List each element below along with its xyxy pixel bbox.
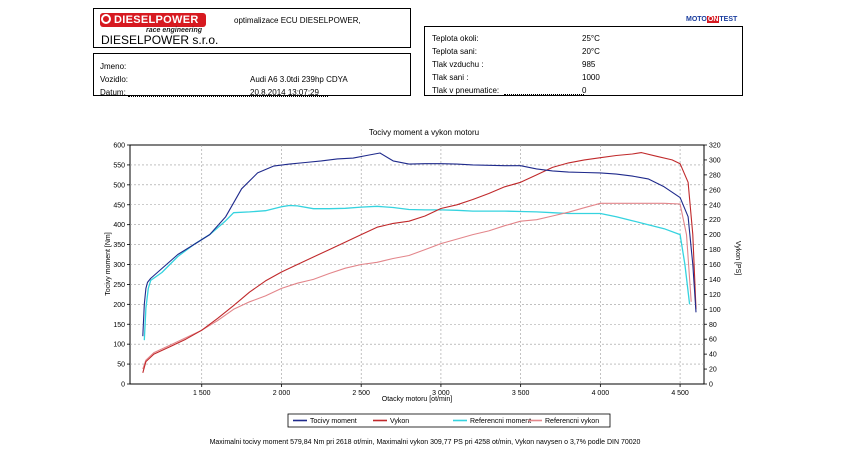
- legend-label-1: Vykon: [390, 418, 409, 425]
- y-tick-label: 450: [113, 202, 125, 209]
- y2-tick-label: 180: [709, 247, 721, 254]
- teplota-sani-value: 20°C: [582, 47, 600, 56]
- tlak-vzduchu-value: 985: [582, 60, 596, 69]
- dieselpower-logo: DIESELPOWER race engineering: [100, 13, 206, 35]
- y2-tick-label: 80: [709, 322, 717, 329]
- teplota-sani-label: Teplota sani:: [432, 47, 477, 56]
- y-tick-label: 100: [113, 342, 125, 349]
- x-tick-label: 3 500: [512, 390, 530, 397]
- teplota-okoli-value: 25°C: [582, 34, 600, 43]
- y-tick-label: 600: [113, 143, 125, 150]
- vehicle-box: [93, 53, 411, 96]
- vozidlo-label: Vozidlo:: [100, 75, 129, 84]
- logo-text: DIESELPOWER: [114, 14, 199, 26]
- y2-tick-label: 320: [709, 143, 721, 150]
- company-description: optimalizace ECU DIESELPOWER,: [234, 16, 361, 25]
- y2-tick-label: 280: [709, 172, 721, 179]
- y2-tick-label: 40: [709, 352, 717, 359]
- legend-label-3: Referencni vykon: [545, 418, 599, 425]
- footer-summary: Maximalni tocivy moment 579,84 Nm pri 26…: [209, 439, 641, 446]
- series-lines: [142, 152, 697, 373]
- y2-tick-label: 100: [709, 307, 721, 314]
- tlak-vzduchu-label: Tlak vzduchu :: [432, 60, 484, 69]
- datum-label: Datum:: [100, 88, 126, 97]
- x-tick-label: 4 000: [592, 390, 610, 397]
- y2-tick-label: 220: [709, 217, 721, 224]
- x-tick-label: 3 000: [432, 390, 450, 397]
- legend-box: [287, 413, 611, 428]
- x-axis-label: Otacky motoru [ot/min]: [382, 396, 452, 403]
- jmeno-label: Jmeno:: [100, 62, 127, 71]
- y2-axis-label: Vykon [PS]: [734, 241, 741, 275]
- logo-ring-icon: [101, 14, 111, 24]
- series-line-3: [142, 202, 692, 370]
- y-tick-label: 250: [113, 282, 125, 289]
- tlak-pneumatice-value: 0: [582, 86, 587, 95]
- y-tick-label: 200: [113, 302, 125, 309]
- y-axis-label: Tocivy moment [Nm]: [105, 232, 112, 295]
- plot-area: [129, 144, 705, 385]
- y2-tick-label: 160: [709, 262, 721, 269]
- y-tick-label: 300: [113, 262, 125, 269]
- chart-title: Tocivy moment a vykon motoru: [369, 128, 479, 137]
- y2-tick-label: 0: [709, 382, 713, 389]
- y2-tick-label: 260: [709, 187, 721, 194]
- legend: Tocivy moment Vykon Referencni moment Refer…: [293, 418, 599, 425]
- datum-underline: [128, 96, 328, 97]
- x-tick-label: 2 000: [273, 390, 291, 397]
- logo-subtitle: race engineering: [146, 27, 203, 34]
- x-tick-label: 4 500: [671, 390, 689, 397]
- tlak-pneumatice-label: Tlak v pneumatice:: [432, 86, 500, 95]
- y-tick-label: 350: [113, 242, 125, 249]
- y2-tick-label: 200: [709, 232, 721, 239]
- tlak-sani-value: 1000: [582, 73, 600, 82]
- y-tick-label: 500: [113, 182, 125, 189]
- dyno-chart: Tocivy moment a vykon motoru 0 50 100 150 20…: [105, 128, 741, 428]
- motoontest-logo: MOTOONTEST: [686, 16, 738, 23]
- y2-tick-label: 240: [709, 202, 721, 209]
- y-tick-label: 150: [113, 322, 125, 329]
- tlak-sani-label: Tlak sani :: [432, 73, 469, 82]
- y-tick-label: 550: [113, 162, 125, 169]
- company-name: DIESELPOWER s.r.o.: [101, 33, 219, 47]
- y2-tick-label: 20: [709, 367, 717, 374]
- legend-label-2: Referencni moment: [470, 418, 531, 425]
- series-line-0: [142, 152, 697, 337]
- teplota-okoli-label: Teplota okoli:: [432, 34, 479, 43]
- x-tick-label: 1 500: [193, 390, 211, 397]
- y-tick-label: 400: [113, 222, 125, 229]
- x-tick-label: 2 500: [352, 390, 370, 397]
- pneumatice-underline: [504, 94, 584, 95]
- y-tick-label: 50: [117, 362, 125, 369]
- legend-label-0: Tocivy moment: [310, 418, 357, 425]
- y2-tick-label: 300: [709, 157, 721, 164]
- conditions-box: [424, 26, 743, 96]
- vozidlo-value: Audi A6 3.0tdi 239hp CDYA: [250, 75, 348, 84]
- datum-value: 20.8.2014 13:07:29: [250, 88, 319, 97]
- series-line-1: [142, 152, 697, 373]
- y-tick-label: 0: [121, 382, 125, 389]
- y2-tick-label: 120: [709, 292, 721, 299]
- y2-tick-label: 60: [709, 337, 717, 344]
- y2-tick-label: 140: [709, 277, 721, 284]
